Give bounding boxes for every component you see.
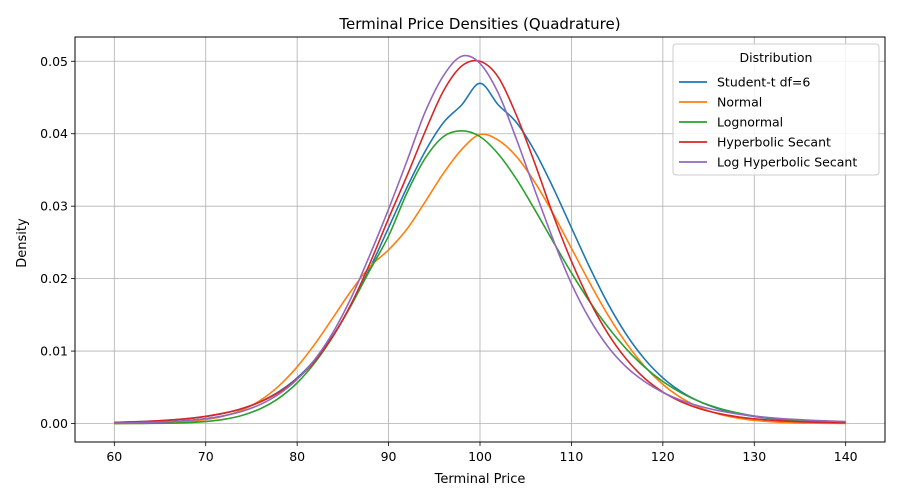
x-tick-label: 80 (289, 449, 305, 464)
y-tick-label: 0.05 (40, 54, 68, 69)
series-line-4 (114, 54, 846, 424)
y-tick-label: 0.03 (40, 199, 68, 214)
legend-box (672, 43, 880, 176)
x-tick-label: 100 (468, 449, 492, 464)
x-axis: 60 70 80 90 100 110 120 130 140 (106, 442, 858, 464)
y-tick-label: 0.00 (40, 416, 68, 431)
x-tick-label: 130 (742, 449, 766, 464)
x-tick-label: 70 (198, 449, 214, 464)
legend-title: Distribution (740, 50, 813, 65)
x-tick-label: 120 (651, 449, 675, 464)
legend-entry: Lognormal (717, 115, 783, 130)
x-tick-label: 90 (381, 449, 397, 464)
y-tick-label: 0.02 (40, 271, 68, 286)
legend-entry: Hyperbolic Secant (717, 135, 831, 150)
series-line-3 (114, 59, 846, 424)
y-axis: 0.00 0.01 0.02 0.03 0.04 0.05 (40, 54, 75, 431)
legend-entry: Normal (717, 95, 762, 110)
y-axis-label: Density (15, 218, 30, 268)
x-tick-label: 110 (559, 449, 583, 464)
x-axis-label: Terminal Price (434, 472, 526, 487)
y-tick-label: 0.04 (40, 126, 68, 141)
y-tick-label: 0.01 (40, 344, 68, 359)
x-tick-label: 60 (106, 449, 122, 464)
legend: Distribution Student-t df=6 Normal Lognorma… (672, 43, 880, 176)
chart-title: Terminal Price Densities (Quadrature) (338, 15, 620, 33)
legend-entry: Student-t df=6 (717, 75, 810, 90)
x-tick-label: 140 (834, 449, 858, 464)
series-layer (114, 54, 846, 425)
series-line-2 (114, 130, 846, 425)
legend-entry: Log Hyperbolic Secant (717, 155, 857, 170)
